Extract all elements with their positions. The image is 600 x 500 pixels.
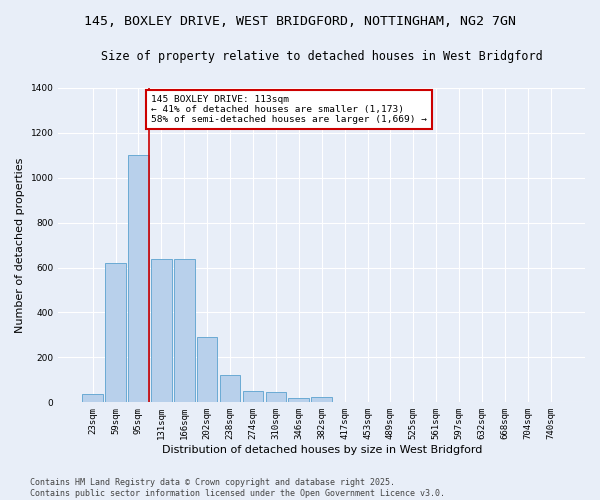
Text: Contains HM Land Registry data © Crown copyright and database right 2025.
Contai: Contains HM Land Registry data © Crown c… [30,478,445,498]
Text: 145 BOXLEY DRIVE: 113sqm
← 41% of detached houses are smaller (1,173)
58% of sem: 145 BOXLEY DRIVE: 113sqm ← 41% of detach… [151,94,427,124]
X-axis label: Distribution of detached houses by size in West Bridgford: Distribution of detached houses by size … [161,445,482,455]
Bar [220,376,241,402]
Bar [242,391,263,402]
Bar [105,263,126,402]
Bar [311,396,332,402]
Bar [151,258,172,402]
Bar [197,337,217,402]
Bar [289,398,309,402]
Bar [128,155,149,402]
Bar [266,392,286,402]
Text: 145, BOXLEY DRIVE, WEST BRIDGFORD, NOTTINGHAM, NG2 7GN: 145, BOXLEY DRIVE, WEST BRIDGFORD, NOTTI… [84,15,516,28]
Y-axis label: Number of detached properties: Number of detached properties [15,158,25,332]
Title: Size of property relative to detached houses in West Bridgford: Size of property relative to detached ho… [101,50,542,63]
Bar [174,258,194,402]
Bar [82,394,103,402]
